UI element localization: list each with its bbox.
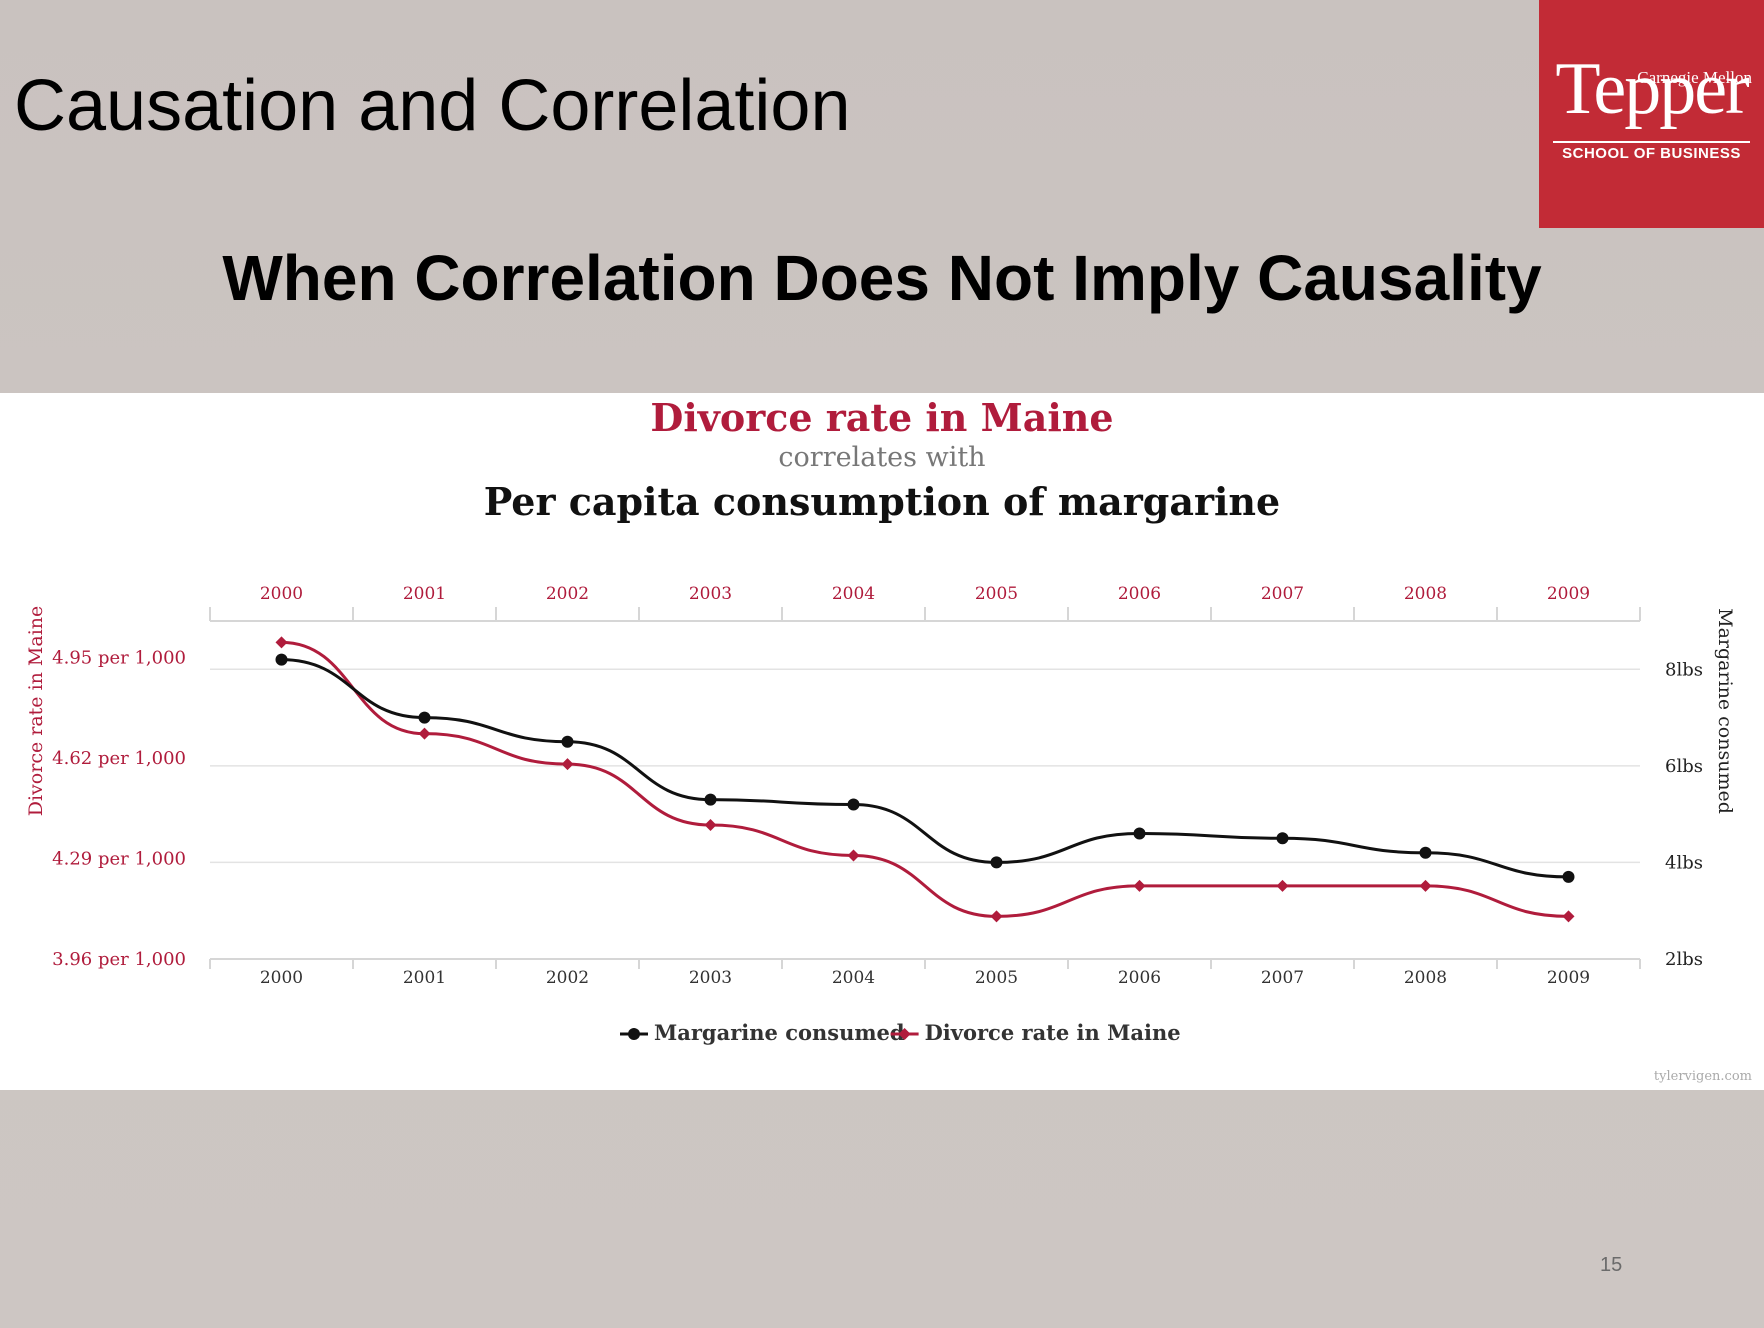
divorce-rate-in-maine-point bbox=[704, 819, 717, 832]
legend-label-margarine-consumed: Margarine consumed bbox=[654, 1020, 905, 1045]
tepper-logo: Tepper Carnegie Mellon SCHOOL OF BUSINES… bbox=[1539, 0, 1764, 228]
top-x-tick-label: 2009 bbox=[1547, 584, 1590, 604]
divorce-rate-in-maine-point bbox=[561, 758, 574, 771]
divorce-rate-in-maine-point bbox=[847, 849, 860, 862]
source-credit: tylervigen.com bbox=[1654, 1069, 1752, 1084]
series-lines bbox=[281, 640, 1569, 918]
chart-title: Divorce rate in Maine bbox=[650, 395, 1113, 440]
y-left-tick-label: 4.95 per 1,000 bbox=[52, 648, 186, 669]
logo-school: SCHOOL OF BUSINESS bbox=[1562, 145, 1741, 162]
divorce-rate-in-maine-point bbox=[990, 910, 1003, 923]
divorce-rate-in-maine-point bbox=[1419, 879, 1432, 892]
margarine-consumed-point bbox=[275, 653, 288, 666]
top-x-tick-label: 2000 bbox=[260, 584, 303, 604]
y-right-tick-label: 2lbs bbox=[1665, 949, 1703, 970]
top-x-tick-label: 2008 bbox=[1404, 584, 1447, 604]
chart-svg: 2000 2000 2001 2001 2002 2002 2003 2003 2004 2004… bbox=[25, 395, 1752, 1084]
margarine-consumed-point bbox=[704, 793, 717, 806]
slide-subtitle: When Correlation Does Not Imply Causalit… bbox=[222, 242, 1542, 314]
y-right-tick-label: 8lbs bbox=[1665, 659, 1703, 680]
top-x-tick-label: 2002 bbox=[546, 584, 589, 604]
logo-rule bbox=[1553, 141, 1750, 143]
logo-university: Carnegie Mellon bbox=[1637, 68, 1752, 87]
divorce-rate-in-maine-point bbox=[418, 727, 431, 740]
bottom-x-tick-label: 2005 bbox=[975, 968, 1018, 988]
margarine-consumed-point bbox=[418, 711, 431, 724]
top-x-tick-label: 2003 bbox=[689, 584, 732, 604]
axes: 2000 2000 2001 2001 2002 2002 2003 2003 2004 2004… bbox=[52, 584, 1703, 988]
y-left-tick-label: 4.29 per 1,000 bbox=[52, 849, 186, 870]
legend-marker-margarine-consumed bbox=[628, 1028, 640, 1040]
chart-panel: 2000 2000 2001 2001 2002 2002 2003 2003 2004 2004… bbox=[0, 393, 1764, 1090]
legend-label-divorce-rate-in-maine: Divorce rate in Maine bbox=[925, 1020, 1181, 1045]
y-right-tick-label: 6lbs bbox=[1665, 756, 1703, 777]
bottom-x-tick-label: 2007 bbox=[1261, 968, 1304, 988]
y-right-tick-label: 4lbs bbox=[1665, 852, 1703, 873]
divorce-rate-in-maine-point bbox=[1276, 879, 1289, 892]
slide-title: Causation and Correlation bbox=[14, 66, 851, 146]
top-x-tick-label: 2001 bbox=[403, 584, 446, 604]
series-markers bbox=[275, 636, 1575, 923]
margarine-consumed-point bbox=[1419, 846, 1432, 859]
margarine-consumed-point bbox=[990, 856, 1003, 869]
y-left-axis-label: Divorce rate in Maine bbox=[25, 606, 47, 817]
legend-marker-divorce-rate-in-maine bbox=[898, 1028, 911, 1040]
bottom-x-tick-label: 2000 bbox=[260, 968, 303, 988]
divorce-rate-in-maine-point bbox=[1133, 879, 1146, 892]
bottom-x-tick-label: 2006 bbox=[1118, 968, 1161, 988]
divorce-rate-in-maine-point bbox=[1562, 910, 1575, 923]
bottom-x-tick-label: 2004 bbox=[832, 968, 875, 988]
chart-subtitle: Per capita consumption of margarine bbox=[484, 479, 1280, 524]
bottom-x-tick-label: 2008 bbox=[1404, 968, 1447, 988]
page-number: 15 bbox=[1600, 1254, 1623, 1276]
logo-wordmark: Tepper bbox=[1555, 48, 1749, 130]
margarine-consumed-point bbox=[847, 798, 860, 811]
top-x-tick-label: 2007 bbox=[1261, 584, 1304, 604]
bottom-x-tick-label: 2003 bbox=[689, 968, 732, 988]
margarine-consumed-point bbox=[561, 735, 574, 748]
margarine-consumed-line bbox=[281, 658, 1569, 879]
bottom-x-tick-label: 2002 bbox=[546, 968, 589, 988]
chart-connector: correlates with bbox=[778, 442, 985, 473]
divorce-rate-in-maine-line bbox=[281, 640, 1569, 918]
top-x-tick-label: 2004 bbox=[832, 584, 875, 604]
margarine-consumed-point bbox=[1276, 832, 1289, 845]
legend: Margarine consumed Divorce rate in Maine bbox=[620, 1020, 1181, 1045]
divorce-rate-in-maine-point bbox=[275, 636, 288, 649]
top-x-tick-label: 2006 bbox=[1118, 584, 1161, 604]
grid-lines bbox=[210, 668, 1640, 864]
y-left-tick-label: 3.96 per 1,000 bbox=[52, 949, 186, 970]
bottom-x-tick-label: 2001 bbox=[403, 968, 446, 988]
y-left-tick-label: 4.62 per 1,000 bbox=[52, 748, 186, 769]
y-right-axis-label: Margarine consumed bbox=[1714, 608, 1736, 814]
bottom-x-tick-label: 2009 bbox=[1547, 968, 1590, 988]
margarine-consumed-point bbox=[1133, 827, 1146, 840]
margarine-consumed-point bbox=[1562, 870, 1575, 883]
top-x-tick-label: 2005 bbox=[975, 584, 1018, 604]
